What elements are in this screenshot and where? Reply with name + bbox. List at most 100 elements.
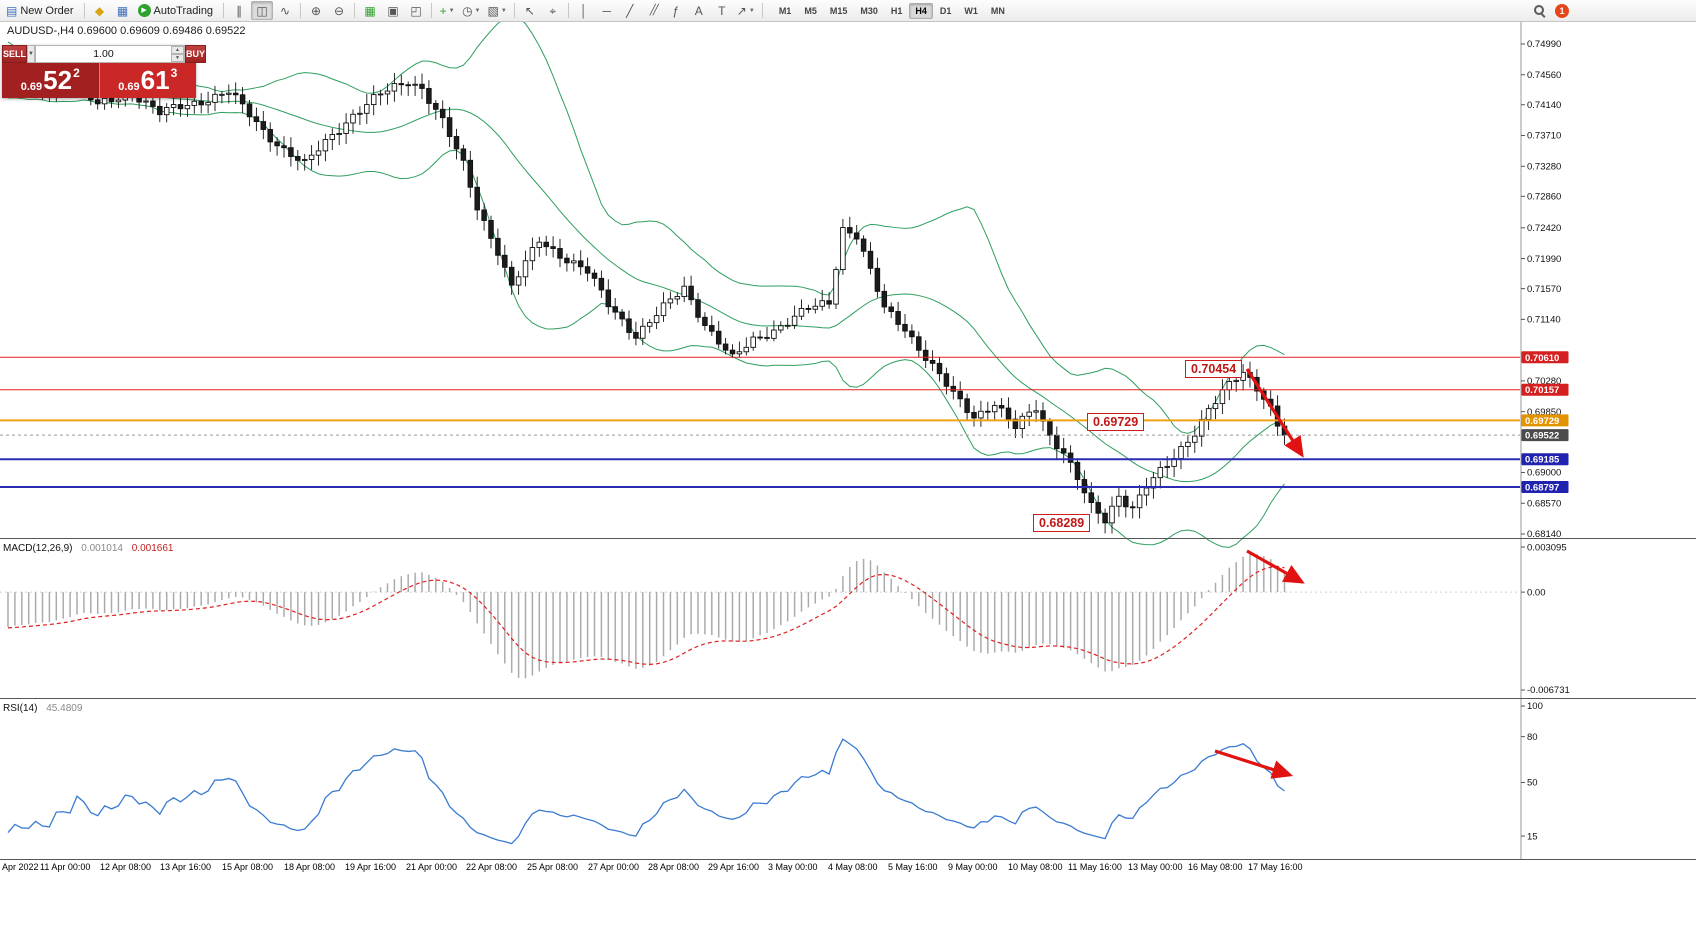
volume-spinner: ▲ ▼ xyxy=(170,46,184,62)
notification-badge[interactable]: 1 xyxy=(1555,4,1569,18)
date-label: 21 Apr 00:00 xyxy=(406,862,458,872)
timeframe-button-m30[interactable]: M30 xyxy=(854,3,884,19)
arrange-windows-button[interactable]: ▣ xyxy=(382,1,404,20)
search-icon[interactable] xyxy=(1534,5,1546,17)
vertical-line-tool-button[interactable]: │ xyxy=(573,1,595,20)
date-label: 4 May 08:00 xyxy=(828,862,878,872)
zoom-in-button[interactable]: ⊕ xyxy=(305,1,327,20)
rsi-axis-label: 50 xyxy=(1527,778,1538,789)
toolbar-right: 1 xyxy=(1534,4,1569,18)
price-tag: 0.69522 xyxy=(1525,431,1559,442)
buy-price-sup: 3 xyxy=(170,66,178,80)
horizontal-lines xyxy=(0,356,1520,488)
date-label: 16 May 08:00 xyxy=(1188,862,1243,872)
label-tool-button[interactable]: T xyxy=(711,1,733,20)
candlestick-chart-button[interactable]: ◫ xyxy=(251,1,274,20)
zoom-out-icon: ⊖ xyxy=(334,3,345,18)
volume-decrease-button[interactable]: ▼ xyxy=(170,54,184,62)
price-axis-label: 0.73710 xyxy=(1527,131,1561,142)
date-label: 17 May 16:00 xyxy=(1248,862,1303,872)
template-icon: ▧ xyxy=(487,3,499,18)
one-click-trading-panel: SELL ▼ ▲ ▼ BUY 0.69 52 2 0.6 xyxy=(2,45,206,98)
price-tag-box xyxy=(1521,480,1569,493)
toolbar-separator xyxy=(431,3,433,18)
new-order-button[interactable]: ▤ New Order xyxy=(3,1,80,20)
timeframe-button-m5[interactable]: M5 xyxy=(798,3,823,19)
cursor-icon: ↖ xyxy=(524,3,535,18)
price-axis-label: 0.69850 xyxy=(1527,407,1561,418)
fibonacci-tool-button[interactable]: ƒ xyxy=(665,1,687,20)
trend-arrow-main xyxy=(1245,368,1304,458)
symbol-info: AUDUSD-,H4 0.69600 0.69609 0.69486 0.695… xyxy=(7,25,246,37)
price-tag: 0.70157 xyxy=(1525,385,1559,396)
candlestick-series xyxy=(5,72,1288,534)
trend-arrows xyxy=(1214,368,1305,779)
price-callout: 0.70454 xyxy=(1185,360,1243,378)
trendline-icon: ╱ xyxy=(626,3,634,18)
buy-button[interactable]: BUY xyxy=(184,45,206,63)
channel-tool-button[interactable]: ╱╱ xyxy=(642,1,664,20)
volume-input[interactable] xyxy=(35,46,171,62)
timeframe-button-h1[interactable]: H1 xyxy=(885,3,909,19)
trendline-tool-button[interactable]: ╱ xyxy=(619,1,641,20)
time-axis: Apr 2022 11 Apr 00:00 12 Apr 08:00 13 Apr 1… xyxy=(0,862,1696,876)
arrows-tool-icon: ↗ xyxy=(736,3,747,18)
text-tool-button[interactable]: A xyxy=(688,1,710,20)
buy-price-big: 61 xyxy=(140,65,170,95)
timeframe-button-d1[interactable]: D1 xyxy=(934,3,958,19)
chevron-down-icon: ▼ xyxy=(500,7,507,14)
crosshair-tool-button[interactable]: ⌖ xyxy=(542,1,564,20)
macd-axis-label: -0.006731 xyxy=(1527,685,1570,696)
market-watch-button[interactable]: ▦ xyxy=(112,1,134,20)
toolbar-separator xyxy=(513,3,515,18)
line-chart-button[interactable]: ∿ xyxy=(274,1,296,20)
date-label: 25 Apr 08:00 xyxy=(527,862,579,872)
metaeditor-icon: ◆ xyxy=(94,3,105,18)
price-tag: 0.70610 xyxy=(1525,353,1559,364)
bar-chart-button[interactable]: ∥ xyxy=(228,1,250,20)
cascade-windows-button[interactable]: ◰ xyxy=(405,1,427,20)
price-axis-label: 0.71140 xyxy=(1527,315,1561,326)
timeframe-button-m1[interactable]: M1 xyxy=(773,3,798,19)
chevron-down-icon: ▼ xyxy=(474,7,481,14)
toolbar-separator xyxy=(567,3,569,18)
autotrading-button[interactable]: ▶ AutoTrading xyxy=(135,1,220,20)
rsi-axis-label: 80 xyxy=(1527,732,1538,743)
bollinger-middle xyxy=(7,69,1285,483)
buy-price-display[interactable]: 0.69 61 3 xyxy=(99,63,196,98)
chevron-down-icon: ▼ xyxy=(448,7,455,14)
arrange-windows-icon: ▣ xyxy=(387,3,399,18)
price-tag: 0.68797 xyxy=(1525,482,1559,493)
crosshair-icon: ⌖ xyxy=(549,3,557,18)
periods-button[interactable]: ◷ ▼ xyxy=(459,1,483,20)
tile-windows-button[interactable]: ▦ xyxy=(359,1,381,20)
metaeditor-button[interactable]: ◆ xyxy=(89,1,111,20)
price-chart-svg[interactable]: 0.74990 0.74560 0.74140 0.73710 0.73280 0.728… xyxy=(0,22,1696,860)
templates-button[interactable]: ▧ ▼ xyxy=(485,1,510,20)
sell-price-display[interactable]: 0.69 52 2 xyxy=(2,63,100,98)
timeframe-button-mn[interactable]: MN xyxy=(985,3,1011,19)
arrows-tool-button[interactable]: ↗ ▼ xyxy=(734,1,758,20)
autotrading-icon: ▶ xyxy=(137,4,151,17)
chevron-down-icon: ▼ xyxy=(748,7,755,14)
price-axis-label: 0.74140 xyxy=(1527,100,1561,111)
volume-dropdown-button[interactable]: ▼ xyxy=(27,45,35,63)
trade-panel-controls: SELL ▼ ▲ ▼ BUY xyxy=(2,45,206,63)
trend-arrow-rsi xyxy=(1214,749,1294,779)
price-callout: 0.69729 xyxy=(1087,413,1145,431)
sell-button[interactable]: SELL xyxy=(2,45,28,63)
timeframe-button-m15[interactable]: M15 xyxy=(824,3,854,19)
timeframe-group: M1 M5 M15 M30 H1 H4 D1 W1 MN xyxy=(773,2,1011,19)
date-label: 13 May 00:00 xyxy=(1128,862,1183,872)
volume-increase-button[interactable]: ▲ xyxy=(170,46,184,54)
timeframe-button-w1[interactable]: W1 xyxy=(958,3,984,19)
date-label: 29 Apr 16:00 xyxy=(708,862,760,872)
text-tool-icon: A xyxy=(694,3,703,18)
bar-chart-icon: ∥ xyxy=(236,3,243,18)
cursor-tool-button[interactable]: ↖ xyxy=(519,1,541,20)
horizontal-line-tool-button[interactable]: ─ xyxy=(596,1,618,20)
price-axis: 0.74990 0.74560 0.74140 0.73710 0.73280 0.728… xyxy=(1520,22,1570,860)
timeframe-button-h4[interactable]: H4 xyxy=(909,2,933,19)
zoom-out-button[interactable]: ⊖ xyxy=(328,1,350,20)
indicators-button[interactable]: + ▼ xyxy=(436,1,458,20)
